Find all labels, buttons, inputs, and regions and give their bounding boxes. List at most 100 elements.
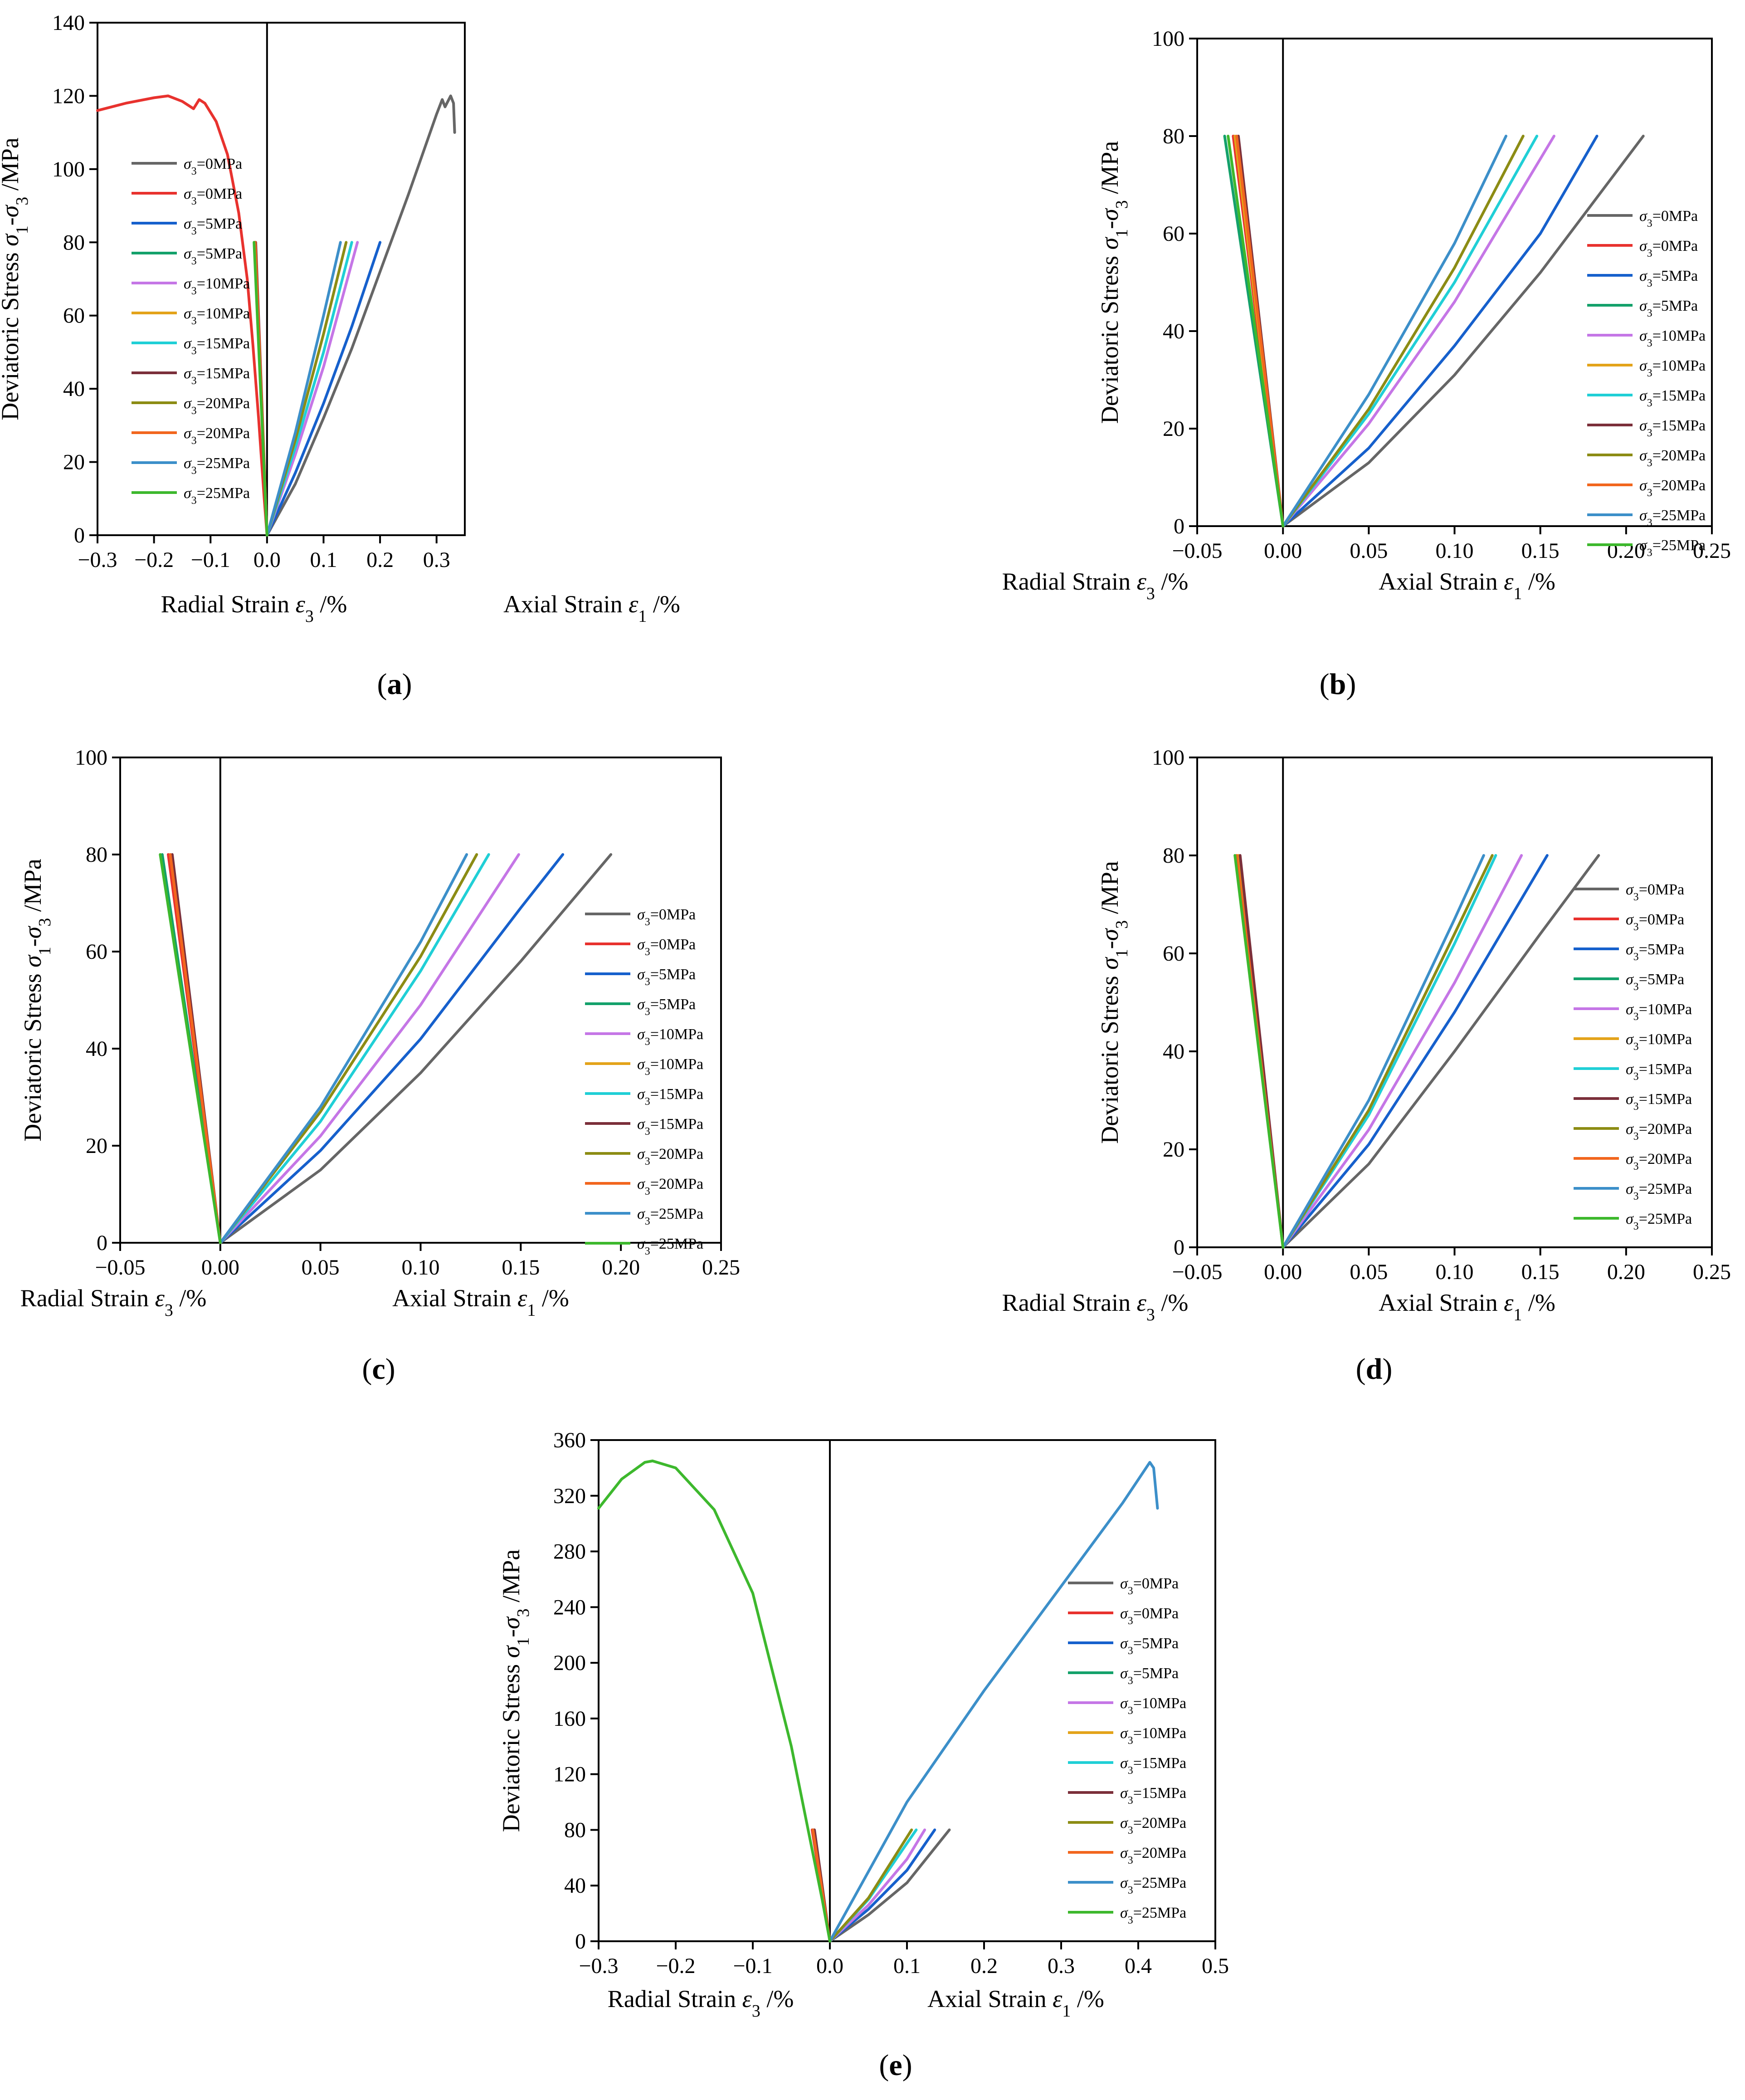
- legend-label: σ3=10MPa: [1626, 1001, 1692, 1023]
- x-tick-label: 0.15: [1521, 1260, 1560, 1284]
- legend-label: σ3=20MPa: [637, 1146, 703, 1167]
- y-tick-label: 0: [97, 1231, 107, 1255]
- legend-label: σ3=25MPa: [1639, 537, 1706, 559]
- legend-label: σ3=25MPa: [1626, 1181, 1692, 1202]
- legend-label: σ3=5MPa: [1626, 971, 1684, 993]
- x-axis-label-radial: Radial Strain ε3 /%: [1002, 1289, 1189, 1324]
- x-tick-label: 0.10: [402, 1255, 440, 1280]
- x-tick-label: 0.3: [1048, 1954, 1075, 1978]
- legend-label: σ3=0MPa: [1120, 1605, 1179, 1627]
- legend-label: σ3=10MPa: [184, 275, 250, 297]
- y-tick-label: 360: [553, 1428, 586, 1452]
- panel-d: −0.05 0.00 0.05 0.10 0.15 0.20 0.25 0 20 40 60 80 10…: [1002, 746, 1731, 1386]
- legend-label: σ3=25MPa: [1626, 1211, 1692, 1232]
- series-line: [1282, 135, 1555, 527]
- legend-label: σ3=20MPa: [1626, 1151, 1692, 1172]
- legend: σ3=0MPa σ3=0MPa σ3=5MPa σ3=5MPa σ3=10MPa σ3=1…: [585, 906, 703, 1257]
- legend-label: σ3=0MPa: [1626, 911, 1684, 933]
- series-line: [1282, 854, 1600, 1249]
- legend-label: σ3=10MPa: [1639, 327, 1706, 349]
- x-tick-label: 0.00: [1264, 539, 1302, 563]
- series-line: [1227, 135, 1285, 527]
- legend-label: σ3=5MPa: [1626, 941, 1684, 963]
- legend-label: σ3=5MPa: [637, 996, 696, 1018]
- series-line: [829, 1828, 926, 1943]
- y-tick-label: 60: [63, 304, 85, 328]
- x-tick-label: −0.1: [191, 548, 230, 572]
- legend-label: σ3=25MPa: [184, 455, 250, 477]
- series-line: [219, 853, 490, 1244]
- legend-label: σ3=0MPa: [184, 156, 242, 177]
- x-tick-label: 0.0: [816, 1954, 843, 1978]
- series-line: [1282, 854, 1485, 1249]
- legend-label: σ3=20MPa: [1120, 1845, 1186, 1866]
- legend-label: σ3=15MPa: [1639, 417, 1706, 439]
- x-axis-label-axial: Axial Strain ε1 /%: [1379, 1289, 1555, 1324]
- x-tick-label: 0.15: [502, 1255, 540, 1280]
- series-line: [1282, 854, 1523, 1249]
- y-tick-label: 20: [63, 450, 85, 474]
- series-line: [253, 241, 268, 537]
- x-axis-label-radial: Radial Strain ε3 /%: [161, 591, 347, 626]
- series-line: [1282, 135, 1599, 527]
- legend-label: σ3=15MPa: [1626, 1091, 1692, 1113]
- x-tick-label: 0.20: [602, 1255, 640, 1280]
- y-tick-label: 60: [1163, 222, 1184, 246]
- legend-label: σ3=25MPa: [184, 485, 250, 507]
- panel-caption: (b): [1320, 668, 1356, 701]
- series-line: [1282, 135, 1539, 527]
- y-tick-label: 40: [86, 1037, 107, 1061]
- x-tick-label: −0.3: [78, 548, 117, 572]
- x-tick-label: 0.00: [1264, 1260, 1302, 1284]
- panel-caption: (c): [362, 1353, 395, 1386]
- y-tick-label: 40: [1163, 1040, 1184, 1064]
- y-axis-label: Deviatoric Stress σ1-σ3 /MPa: [19, 859, 54, 1142]
- series-line: [1282, 135, 1507, 527]
- y-tick-label: 0: [74, 523, 85, 547]
- series-line: [219, 853, 520, 1244]
- x-tick-label: 0.25: [1693, 539, 1731, 563]
- x-tick-label: 0.25: [702, 1255, 740, 1280]
- legend: σ3=0MPa σ3=0MPa σ3=5MPa σ3=5MPa σ3=10MPa σ3=1…: [1587, 208, 1706, 559]
- x-tick-label: −0.2: [134, 548, 174, 572]
- legend-label: σ3=0MPa: [1626, 881, 1684, 903]
- y-tick-label: 80: [1163, 844, 1184, 868]
- series-line: [219, 853, 613, 1244]
- y-tick-label: 100: [75, 746, 107, 770]
- series-line: [265, 241, 342, 537]
- x-tick-label: −0.2: [656, 1954, 695, 1978]
- series-line: [829, 1828, 913, 1943]
- x-tick-label: 0.1: [893, 1954, 921, 1978]
- y-tick-label: 20: [86, 1134, 107, 1158]
- x-tick-label: 0.20: [1607, 1260, 1645, 1284]
- series-line: [597, 1460, 831, 1943]
- legend-label: σ3=10MPa: [1626, 1031, 1692, 1053]
- legend-label: σ3=5MPa: [1120, 1665, 1179, 1687]
- series-line: [219, 853, 468, 1244]
- x-tick-label: 0.4: [1125, 1954, 1152, 1978]
- plot-frame: [598, 1439, 1216, 1942]
- x-axis-label-axial: Axial Strain ε1 /%: [927, 1985, 1104, 2021]
- panel-caption: (e): [879, 2049, 912, 2082]
- x-tick-label: 0.3: [423, 548, 450, 572]
- legend-label: σ3=0MPa: [637, 906, 696, 928]
- legend-label: σ3=25MPa: [637, 1206, 703, 1227]
- legend-label: σ3=10MPa: [637, 1026, 703, 1048]
- legend-label: σ3=20MPa: [184, 425, 250, 447]
- y-tick-label: 320: [553, 1484, 586, 1508]
- y-tick-label: 80: [63, 230, 85, 254]
- legend-label: σ3=20MPa: [1639, 477, 1706, 499]
- series-line: [265, 241, 382, 537]
- panel-caption: (d): [1356, 1353, 1393, 1386]
- x-tick-label: 0.00: [201, 1255, 239, 1280]
- series-line: [219, 853, 478, 1244]
- y-tick-label: 60: [1163, 942, 1184, 966]
- x-tick-label: 0.5: [1202, 1954, 1229, 1978]
- legend-label: σ3=20MPa: [1120, 1815, 1186, 1836]
- series-line: [1282, 135, 1525, 527]
- y-tick-label: 20: [1163, 417, 1184, 441]
- y-tick-label: 100: [1152, 27, 1184, 51]
- legend-label: σ3=20MPa: [637, 1176, 703, 1197]
- y-tick-label: 140: [52, 11, 85, 35]
- x-tick-label: 0.05: [302, 1255, 340, 1280]
